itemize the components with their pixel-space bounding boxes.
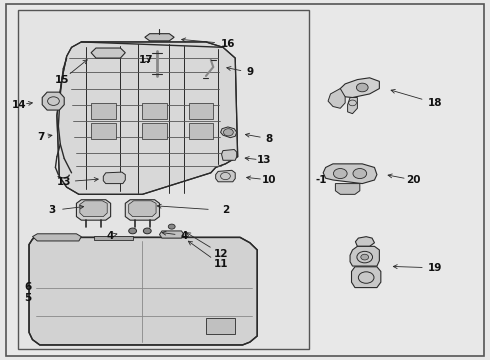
Circle shape — [223, 129, 233, 136]
Circle shape — [353, 168, 367, 179]
Circle shape — [333, 168, 347, 179]
Polygon shape — [347, 98, 357, 114]
Polygon shape — [323, 164, 377, 184]
Text: 4: 4 — [180, 231, 188, 240]
Text: 13: 13 — [257, 155, 272, 165]
Polygon shape — [129, 201, 156, 217]
Polygon shape — [143, 123, 167, 139]
Text: -1: -1 — [316, 175, 327, 185]
Text: 3: 3 — [49, 206, 56, 216]
Polygon shape — [206, 318, 235, 334]
Polygon shape — [29, 237, 257, 345]
Text: 11: 11 — [213, 259, 228, 269]
Text: 12: 12 — [213, 248, 228, 258]
Circle shape — [361, 254, 368, 260]
Text: 20: 20 — [406, 175, 421, 185]
Text: 4: 4 — [107, 231, 114, 240]
Polygon shape — [335, 184, 360, 194]
Circle shape — [168, 224, 175, 229]
Polygon shape — [328, 89, 345, 108]
Polygon shape — [125, 200, 159, 220]
Text: 8: 8 — [266, 134, 273, 144]
Polygon shape — [94, 235, 133, 240]
Circle shape — [144, 228, 151, 234]
Text: 18: 18 — [427, 98, 442, 108]
FancyBboxPatch shape — [5, 4, 485, 356]
Text: 2: 2 — [222, 206, 229, 216]
Polygon shape — [189, 123, 213, 139]
Polygon shape — [103, 172, 125, 184]
Text: 6: 6 — [24, 282, 31, 292]
Text: 16: 16 — [220, 39, 235, 49]
Polygon shape — [220, 127, 237, 138]
Text: 15: 15 — [54, 75, 69, 85]
Polygon shape — [189, 103, 213, 119]
Polygon shape — [91, 103, 116, 119]
Polygon shape — [42, 92, 64, 110]
Polygon shape — [355, 237, 374, 246]
Text: 5: 5 — [24, 293, 31, 303]
Polygon shape — [91, 48, 125, 58]
Polygon shape — [216, 170, 235, 182]
Text: 14: 14 — [12, 100, 26, 110]
FancyBboxPatch shape — [18, 10, 309, 348]
Text: 13: 13 — [57, 177, 72, 187]
Text: 17: 17 — [139, 55, 153, 65]
Polygon shape — [221, 149, 237, 160]
Polygon shape — [91, 123, 116, 139]
Polygon shape — [351, 267, 381, 288]
Polygon shape — [80, 201, 107, 217]
Polygon shape — [32, 234, 81, 241]
Polygon shape — [76, 200, 111, 220]
Text: 10: 10 — [262, 175, 277, 185]
Polygon shape — [159, 231, 184, 238]
Polygon shape — [145, 34, 174, 41]
Polygon shape — [143, 103, 167, 119]
Polygon shape — [57, 42, 238, 194]
Text: 19: 19 — [427, 263, 442, 273]
Polygon shape — [350, 246, 379, 266]
Circle shape — [356, 83, 368, 92]
Circle shape — [129, 228, 137, 234]
Text: 9: 9 — [246, 67, 253, 77]
Polygon shape — [340, 78, 379, 98]
Text: 7: 7 — [38, 132, 45, 142]
